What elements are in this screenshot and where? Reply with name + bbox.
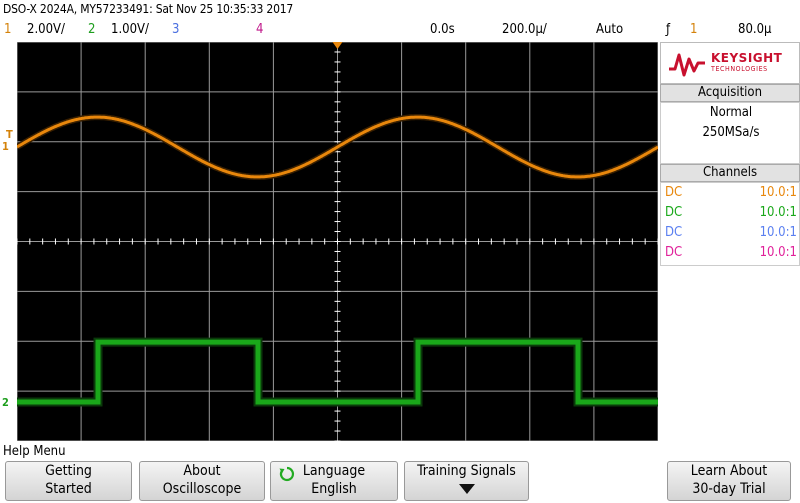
ch3-coupling: DC [665,225,683,240]
ch2-scale[interactable]: 1.00V/ [111,22,149,37]
channel-row-3[interactable]: DC 10.0:1 [663,223,797,243]
ch4-coupling: DC [665,245,683,260]
ch1-probe: 10.0:1 [759,185,797,200]
keysight-wave-icon [669,53,705,77]
status-bar: 1 2.00V/ 2 1.00V/ 3 4 0.0s 200.0µ/ Auto … [0,22,800,42]
ch1-coupling: DC [665,185,683,200]
ch2-number[interactable]: 2 [88,22,96,37]
acquisition-header[interactable]: Acquisition [660,84,800,102]
graticule [17,42,658,441]
channel-row-4[interactable]: DC 10.0:1 [663,243,797,263]
window-title: DSO-X 2024A, MY57233491: Sat Nov 25 10:3… [3,2,294,16]
language-button[interactable]: Language English [270,461,398,501]
sample-rate: 250MSa/s [702,125,760,140]
learn-about-trial-button[interactable]: Learn About 30-day Trial [667,461,791,501]
ch2-trace [17,339,658,405]
ch1-trace [17,115,658,179]
time-scale[interactable]: 200.0µ/ [502,22,547,37]
softkey-label: Language [302,463,366,479]
channel-row-2[interactable]: DC 10.0:1 [663,203,797,223]
waveform-display[interactable] [17,42,658,441]
acquisition-mode: Normal [709,105,753,120]
ch4-probe: 10.0:1 [759,245,797,260]
trigger-channel[interactable]: 1 [690,22,698,37]
trigger-slope-icon: ƒ [666,22,671,37]
softkey-label: 30-day Trial [692,481,766,497]
trigger-position-icon [332,42,343,49]
channels-panel: DC 10.0:1 DC 10.0:1 DC 10.0:1 DC 10.0:1 [660,182,800,266]
ch1-trigger-marker[interactable]: T [6,128,13,141]
side-panel: KEYSIGHT TECHNOLOGIES Acquisition Normal… [660,42,800,442]
channel-row-1[interactable]: DC 10.0:1 [663,183,797,203]
softkey-label: Training Signals [417,463,516,479]
ch1-scale[interactable]: 2.00V/ [27,22,65,37]
trigger-level[interactable]: 80.0µ [738,22,772,37]
ch4-number[interactable]: 4 [256,22,264,37]
softkey-label: Oscilloscope [162,481,242,497]
keysight-logo: KEYSIGHT TECHNOLOGIES [660,42,800,84]
time-offset[interactable]: 0.0s [430,22,455,37]
ch1-number[interactable]: 1 [4,22,12,37]
menu-title: Help Menu [3,444,66,459]
softkey-label: English [311,481,357,497]
acquisition-panel: Normal 250MSa/s [660,102,800,164]
arrow-down-icon [458,484,475,494]
about-oscilloscope-button[interactable]: About Oscilloscope [139,461,265,501]
rotate-knob-icon [279,466,295,482]
training-signals-button[interactable]: Training Signals [404,461,529,501]
logo-subtext: TECHNOLOGIES [711,65,768,73]
softkey-label: About [183,463,221,479]
ch2-probe: 10.0:1 [759,205,797,220]
trigger-mode[interactable]: Auto [596,22,624,37]
softkey-label: Learn About [690,463,768,479]
softkey-label: Started [45,481,92,497]
ch2-ground-marker[interactable]: 2 [2,396,9,409]
softkey-label: Getting [45,463,92,479]
getting-started-button[interactable]: Getting Started [5,461,132,501]
ch2-coupling: DC [665,205,683,220]
ch3-number[interactable]: 3 [172,22,180,37]
logo-text: KEYSIGHT [711,51,783,65]
channels-header[interactable]: Channels [660,164,800,182]
ch1-ground-marker[interactable]: 1 [2,140,9,153]
ch3-probe: 10.0:1 [759,225,797,240]
